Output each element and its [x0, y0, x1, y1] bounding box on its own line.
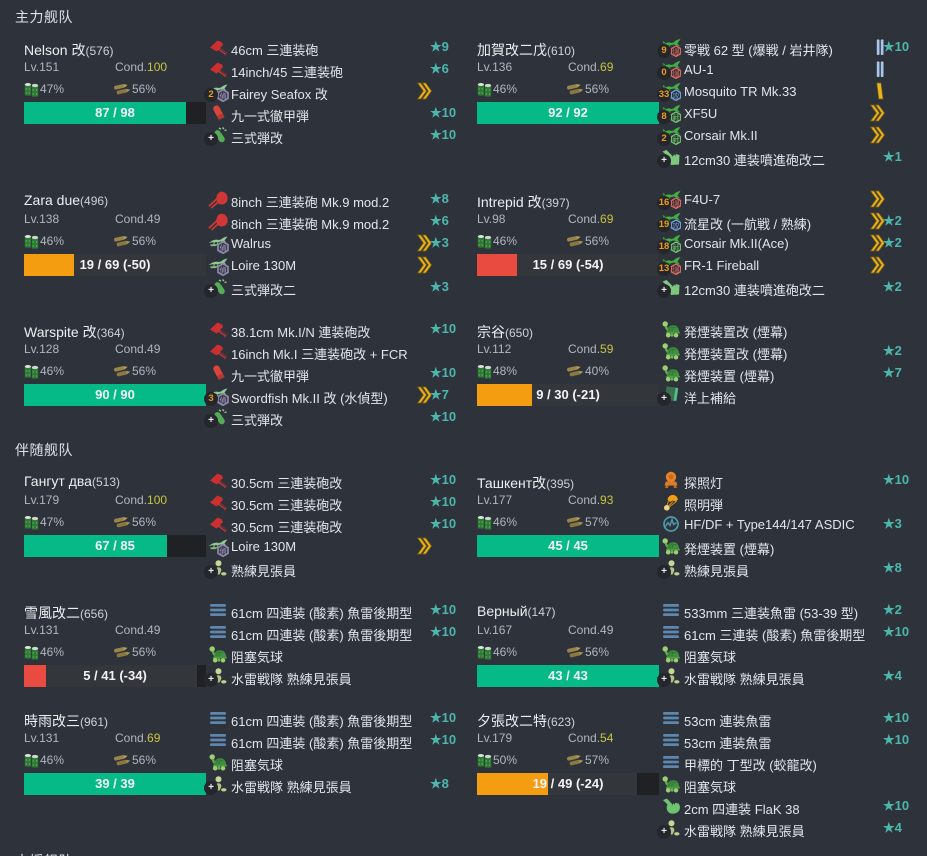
svg-text:偵: 偵: [220, 547, 227, 556]
svg-text:偵: 偵: [220, 244, 227, 253]
svg-text:爆: 爆: [672, 68, 680, 78]
svg-text:攻: 攻: [672, 90, 680, 100]
svg-text:爆: 爆: [672, 46, 680, 56]
svg-text:攻: 攻: [672, 220, 680, 230]
svg-text:戦: 戦: [672, 134, 680, 144]
svg-text:爆: 爆: [672, 198, 680, 208]
svg-text:戦: 戦: [672, 112, 680, 122]
svg-text:偵: 偵: [220, 396, 227, 405]
svg-text:偵: 偵: [220, 92, 227, 101]
svg-text:爆: 爆: [672, 264, 680, 274]
svg-text:戦: 戦: [672, 242, 680, 252]
svg-text:偵: 偵: [220, 266, 227, 275]
